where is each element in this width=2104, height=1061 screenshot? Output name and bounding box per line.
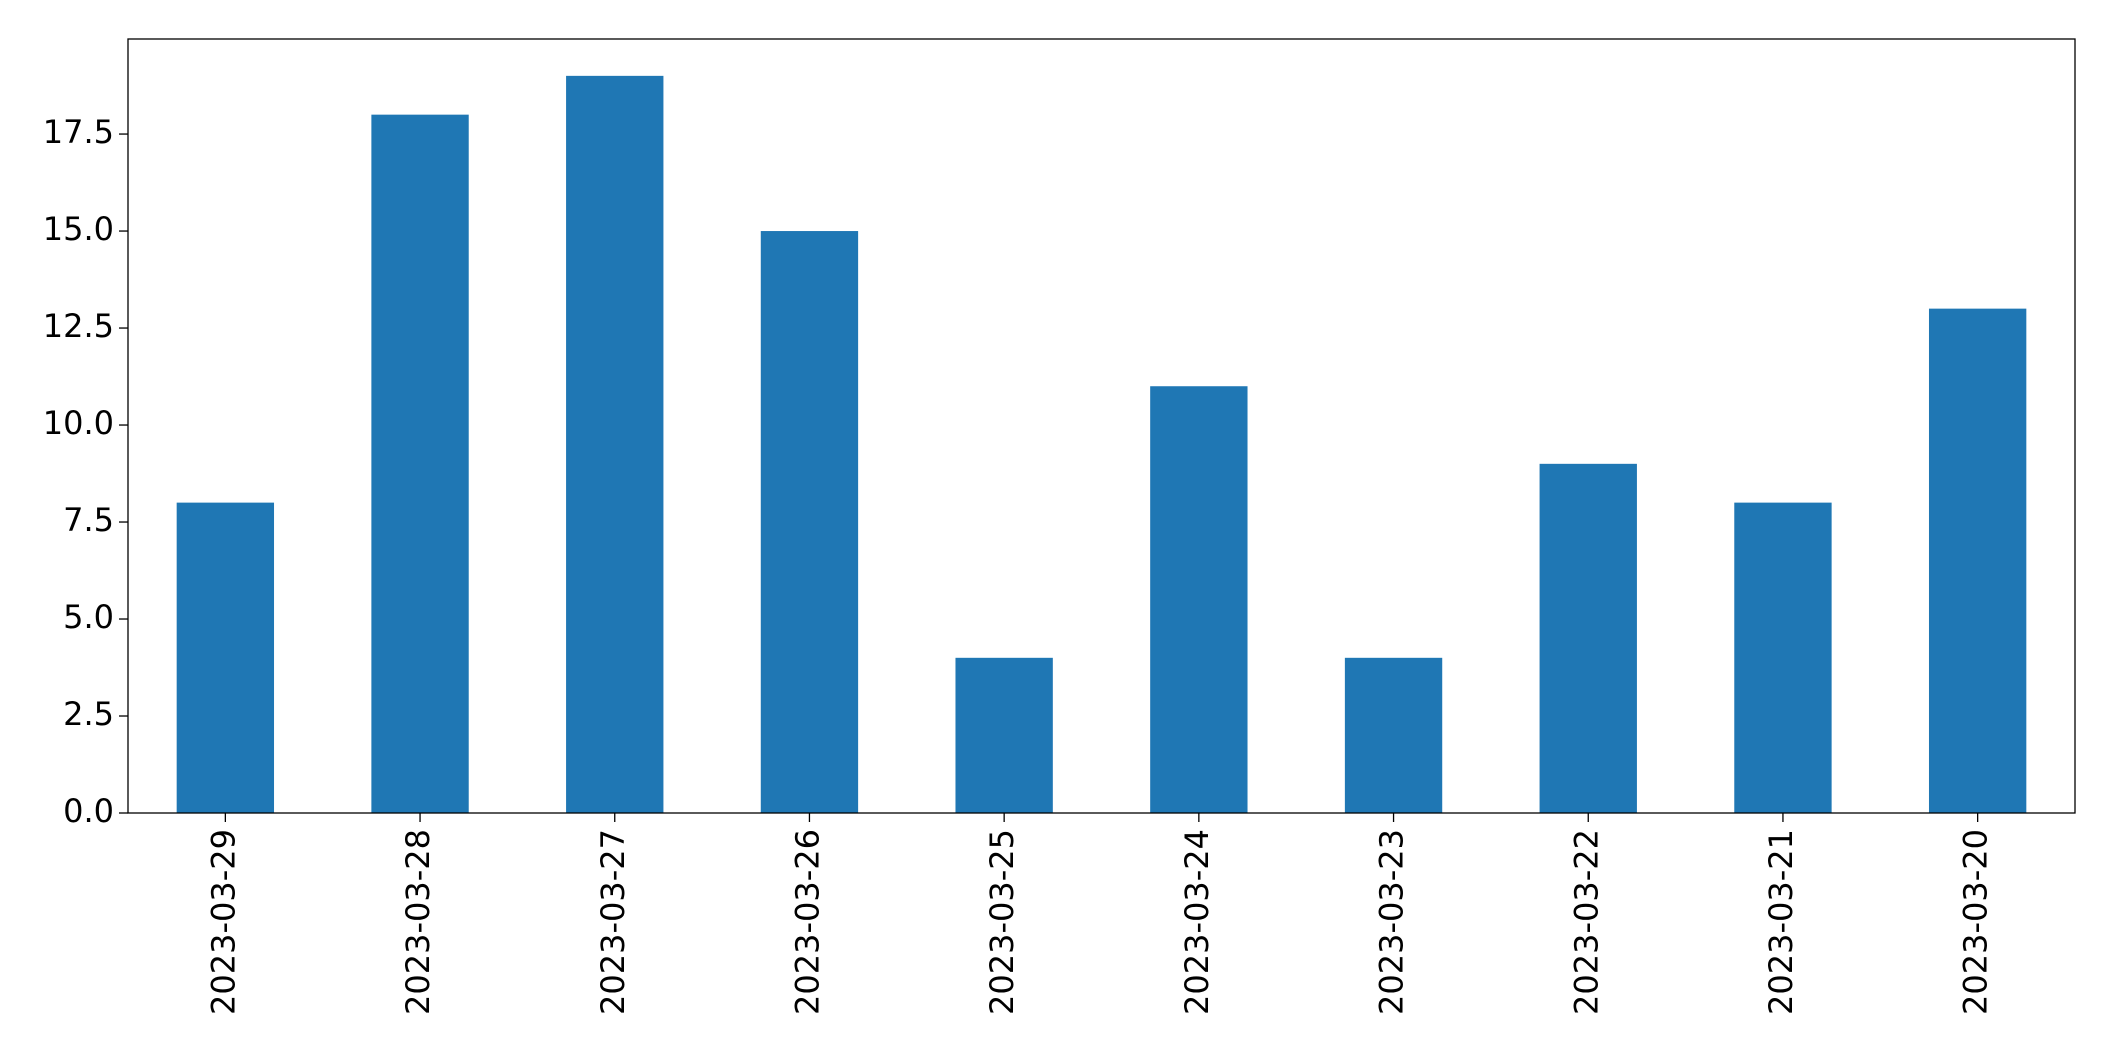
y-tick-label: 17.5 xyxy=(43,113,114,151)
bar xyxy=(1539,463,1637,813)
bar xyxy=(371,114,469,814)
y-tick-label: 0.0 xyxy=(63,792,114,830)
bar xyxy=(1150,386,1248,813)
x-tick-label: 2023-03-26 xyxy=(788,829,826,1015)
y-tick-label: 2.5 xyxy=(63,695,114,733)
bar xyxy=(760,231,859,814)
x-tick-label: 2023-03-20 xyxy=(1957,829,1995,1015)
y-tick-label: 7.5 xyxy=(63,501,114,539)
bar xyxy=(1734,502,1832,813)
y-tick-label: 5.0 xyxy=(63,598,114,636)
bar xyxy=(176,502,275,813)
y-tick-label: 12.5 xyxy=(43,307,114,345)
bar xyxy=(1344,657,1443,813)
x-tick-label: 2023-03-27 xyxy=(594,829,632,1015)
x-tick-label: 2023-03-29 xyxy=(204,829,242,1015)
x-tick-label: 2023-03-28 xyxy=(399,829,437,1015)
bar xyxy=(955,657,1053,813)
y-tick-label: 10.0 xyxy=(43,404,114,442)
x-tick-label: 2023-03-25 xyxy=(983,829,1021,1015)
x-tick-label: 2023-03-21 xyxy=(1762,829,1800,1015)
bar xyxy=(1928,308,2027,813)
x-tick-label: 2023-03-22 xyxy=(1567,829,1605,1015)
x-tick-label: 2023-03-23 xyxy=(1373,829,1411,1015)
plot-frame xyxy=(127,38,2076,814)
x-tick-label: 2023-03-24 xyxy=(1178,829,1216,1015)
y-tick-label: 15.0 xyxy=(43,210,114,248)
bar xyxy=(566,75,664,814)
